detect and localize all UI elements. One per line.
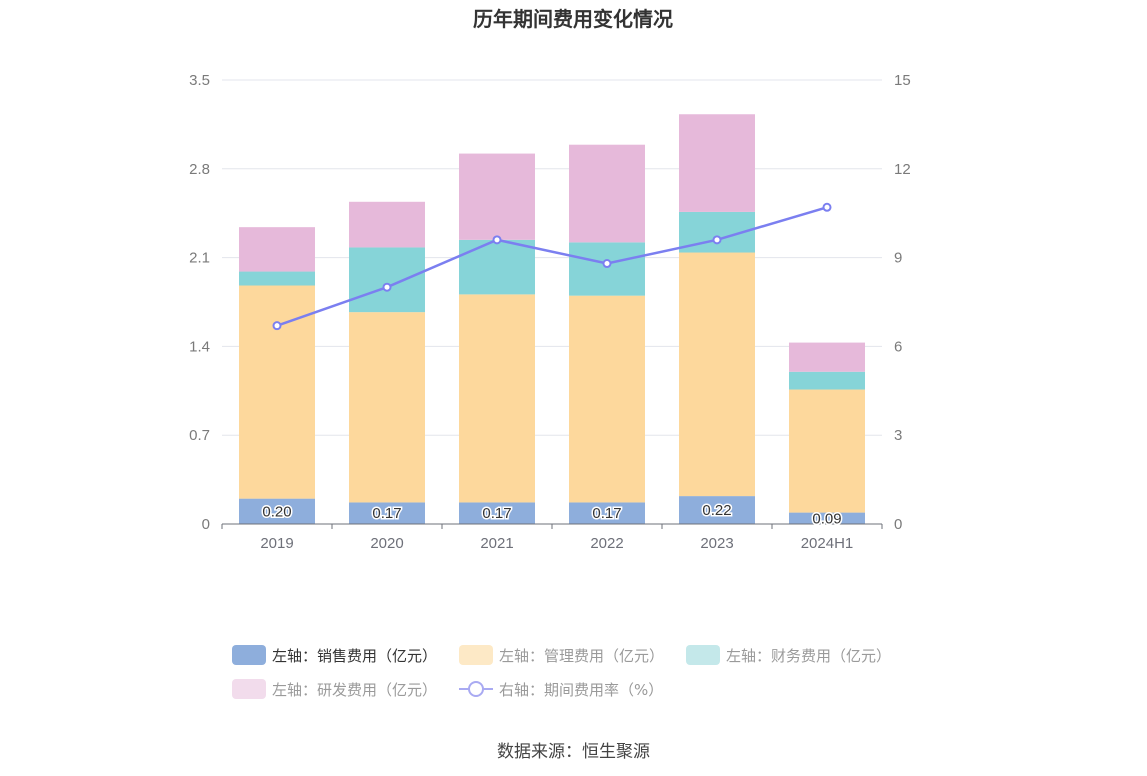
right-tick-label: 9 bbox=[894, 250, 902, 267]
category-label: 2023 bbox=[700, 535, 733, 552]
right-tick-label: 15 bbox=[894, 72, 911, 89]
category-label: 2024H1 bbox=[801, 535, 854, 552]
bar-segment-3 bbox=[679, 114, 755, 212]
category-axis: 2019 2020 2021 2022 2023 2024H1 bbox=[221, 523, 883, 552]
legend-item-rate[interactable]: 右轴：期间费用率（%） bbox=[459, 679, 663, 700]
bar-segment-0 bbox=[239, 498, 315, 524]
rate-point bbox=[822, 202, 832, 212]
bar-segment-3 bbox=[349, 201, 425, 248]
legend-item-admin[interactable]: 左轴：管理费用（亿元） bbox=[459, 645, 664, 666]
legend-item-rnd[interactable]: 左轴：研发费用（亿元） bbox=[232, 679, 437, 700]
rate-point bbox=[272, 321, 282, 331]
chart-title: 历年期间费用变化情况 bbox=[473, 7, 673, 31]
category-label: 2021 bbox=[480, 535, 513, 552]
left-tick-label: 3.5 bbox=[189, 72, 210, 89]
rate-point bbox=[602, 259, 612, 269]
bar-segment-3 bbox=[789, 342, 865, 372]
left-tick-label: 0.7 bbox=[189, 427, 210, 444]
bar-segment-0 bbox=[789, 512, 865, 524]
right-tick-label: 6 bbox=[894, 338, 902, 355]
bar-segment-3 bbox=[239, 227, 315, 272]
legend-label-finance: 左轴：财务费用（亿元） bbox=[726, 646, 892, 665]
bar-segment-0 bbox=[459, 502, 535, 524]
rate-line bbox=[276, 206, 828, 327]
rate-point bbox=[492, 235, 502, 245]
bar-segment-1 bbox=[679, 252, 755, 497]
legend-swatch-finance bbox=[686, 645, 721, 665]
sales-data-label: 0.17 bbox=[372, 505, 401, 522]
legend-line-icon bbox=[459, 679, 494, 699]
category-label: 2022 bbox=[590, 535, 623, 552]
right-tick-label: 0 bbox=[894, 516, 902, 533]
legend-label-sales: 左轴：销售费用（亿元） bbox=[272, 646, 438, 665]
legend-label-admin: 左轴：管理费用（亿元） bbox=[499, 646, 665, 665]
sales-data-label: 0.22 bbox=[702, 502, 731, 519]
legend-item-sales[interactable]: 左轴：销售费用（亿元） bbox=[232, 645, 437, 666]
left-tick-label: 2.8 bbox=[189, 161, 210, 178]
bar-segment-0 bbox=[679, 496, 755, 524]
legend-label-rnd: 左轴：研发费用（亿元） bbox=[272, 680, 438, 699]
grid-lines bbox=[222, 79, 882, 525]
category-label: 2020 bbox=[370, 535, 403, 552]
sales-data-label: 0.20 bbox=[262, 503, 291, 520]
legend-swatch-sales bbox=[232, 645, 266, 665]
bar-segment-3 bbox=[569, 144, 645, 243]
sales-data-label: 0.17 bbox=[592, 505, 621, 522]
left-axis-ticks: 0 0.7 1.4 2.1 2.8 3.5 bbox=[189, 72, 210, 533]
bar-segment-2 bbox=[239, 271, 315, 286]
line-series bbox=[272, 202, 832, 331]
bar-segment-0 bbox=[349, 502, 425, 524]
bar-segment-3 bbox=[459, 153, 535, 240]
bar-segment-1 bbox=[789, 389, 865, 513]
bar-segment-1 bbox=[569, 295, 645, 503]
bar-segment-2 bbox=[789, 371, 865, 390]
bar-segment-2 bbox=[569, 242, 645, 296]
legend-swatch-rnd bbox=[232, 679, 266, 699]
bar-series bbox=[239, 114, 865, 524]
right-axis-ticks: 0 3 6 9 12 15 bbox=[894, 72, 911, 533]
right-tick-label: 12 bbox=[894, 161, 911, 178]
right-tick-label: 3 bbox=[894, 427, 902, 444]
legend-label-rate: 右轴：期间费用率（%） bbox=[499, 680, 664, 699]
left-tick-label: 1.4 bbox=[189, 338, 210, 355]
left-tick-label: 2.1 bbox=[189, 250, 210, 267]
bar-segment-2 bbox=[459, 239, 535, 295]
sales-data-label: 0.17 bbox=[482, 505, 511, 522]
chart-canvas: 历年期间费用变化情况 0 0.7 1.4 2.1 2.8 3.5 0 3 6 9 12 15 201… bbox=[189, 7, 911, 552]
bar-segment-1 bbox=[239, 285, 315, 499]
source-note: 数据来源：恒生聚源 bbox=[497, 742, 650, 762]
sales-data-label: 0.09 bbox=[812, 510, 841, 527]
left-tick-label: 0 bbox=[202, 516, 210, 533]
bar-segment-2 bbox=[349, 247, 425, 313]
bar-segment-1 bbox=[349, 312, 425, 503]
legend-item-finance[interactable]: 左轴：财务费用（亿元） bbox=[686, 645, 891, 666]
rate-point bbox=[712, 235, 722, 245]
data-labels: 0.20 0.17 0.17 0.17 0.22 0.09 bbox=[261, 501, 843, 529]
bar-segment-1 bbox=[459, 294, 535, 503]
rate-point bbox=[382, 282, 392, 292]
bar-segment-0 bbox=[569, 502, 645, 524]
legend-swatch-admin bbox=[459, 645, 494, 665]
category-label: 2019 bbox=[260, 535, 293, 552]
legend: 左轴：销售费用（亿元） 左轴：管理费用（亿元） 左轴：财务费用（亿元） 左轴：研… bbox=[232, 638, 932, 706]
